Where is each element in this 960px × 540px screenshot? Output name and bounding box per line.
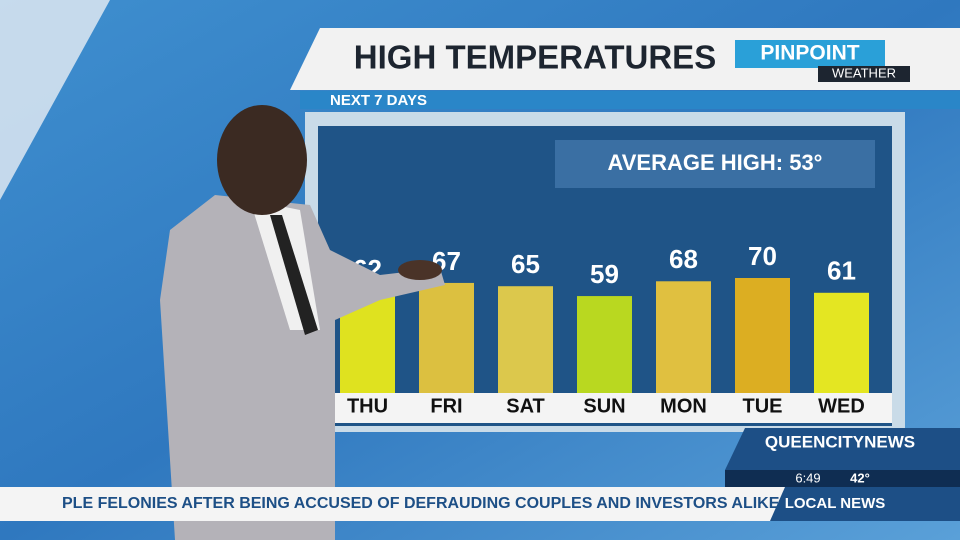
category-label: FRI [430,395,462,417]
annotation: AVERAGE HIGH: 53° [608,150,823,175]
segment: LOCAL NEWS [785,495,886,512]
info-row [725,470,960,487]
bar [656,281,711,393]
title: HIGH TEMPERATURES [354,39,716,76]
presenter-suit [160,195,445,540]
value-label: 59 [590,259,619,289]
logo-box [735,40,885,68]
ticker: PLE FELONIES AFTER BEING ACCUSED OF DEFR… [62,495,847,512]
presenter-head [217,105,307,215]
presenter-hand [398,260,442,280]
subtitle-bar [300,91,960,109]
subtitle: NEXT 7 DAYS [330,92,427,109]
logo-sub-box [818,66,910,82]
category-label: TUE [743,395,783,417]
segment-box [770,487,960,521]
value-label: 65 [511,249,540,279]
annotation-box [555,140,875,188]
bar [419,282,474,393]
chart: AVERAGE HIGH: 53° 62THU67FRI65SAT59SUN68… [305,112,905,432]
bar [577,296,632,393]
logo-main: PINPOINT [760,42,859,65]
category-label: SAT [506,395,545,417]
time: 6:49 [795,470,820,485]
temperature: 42° [850,470,870,485]
category-label: THU [347,395,388,417]
logo-sub: WEATHER [832,65,896,80]
lower-third: QUEENCITYNEWS 6:49 42° PLE FELONIES AFTE… [0,428,960,521]
presenter [160,105,445,540]
category-strip [332,393,892,423]
category-label: SUN [583,395,625,417]
presenter-tie [270,215,318,335]
category-label: MON [660,395,707,417]
station-box [725,428,960,470]
category-label: WED [818,395,865,417]
value-label: 61 [827,256,856,286]
corner-shape [0,0,110,200]
value-label: 70 [748,241,777,271]
bar [735,278,790,393]
bar [814,292,869,393]
value-label: 68 [669,244,698,274]
station: QUEENCITYNEWS [765,432,915,451]
bar [498,286,553,393]
